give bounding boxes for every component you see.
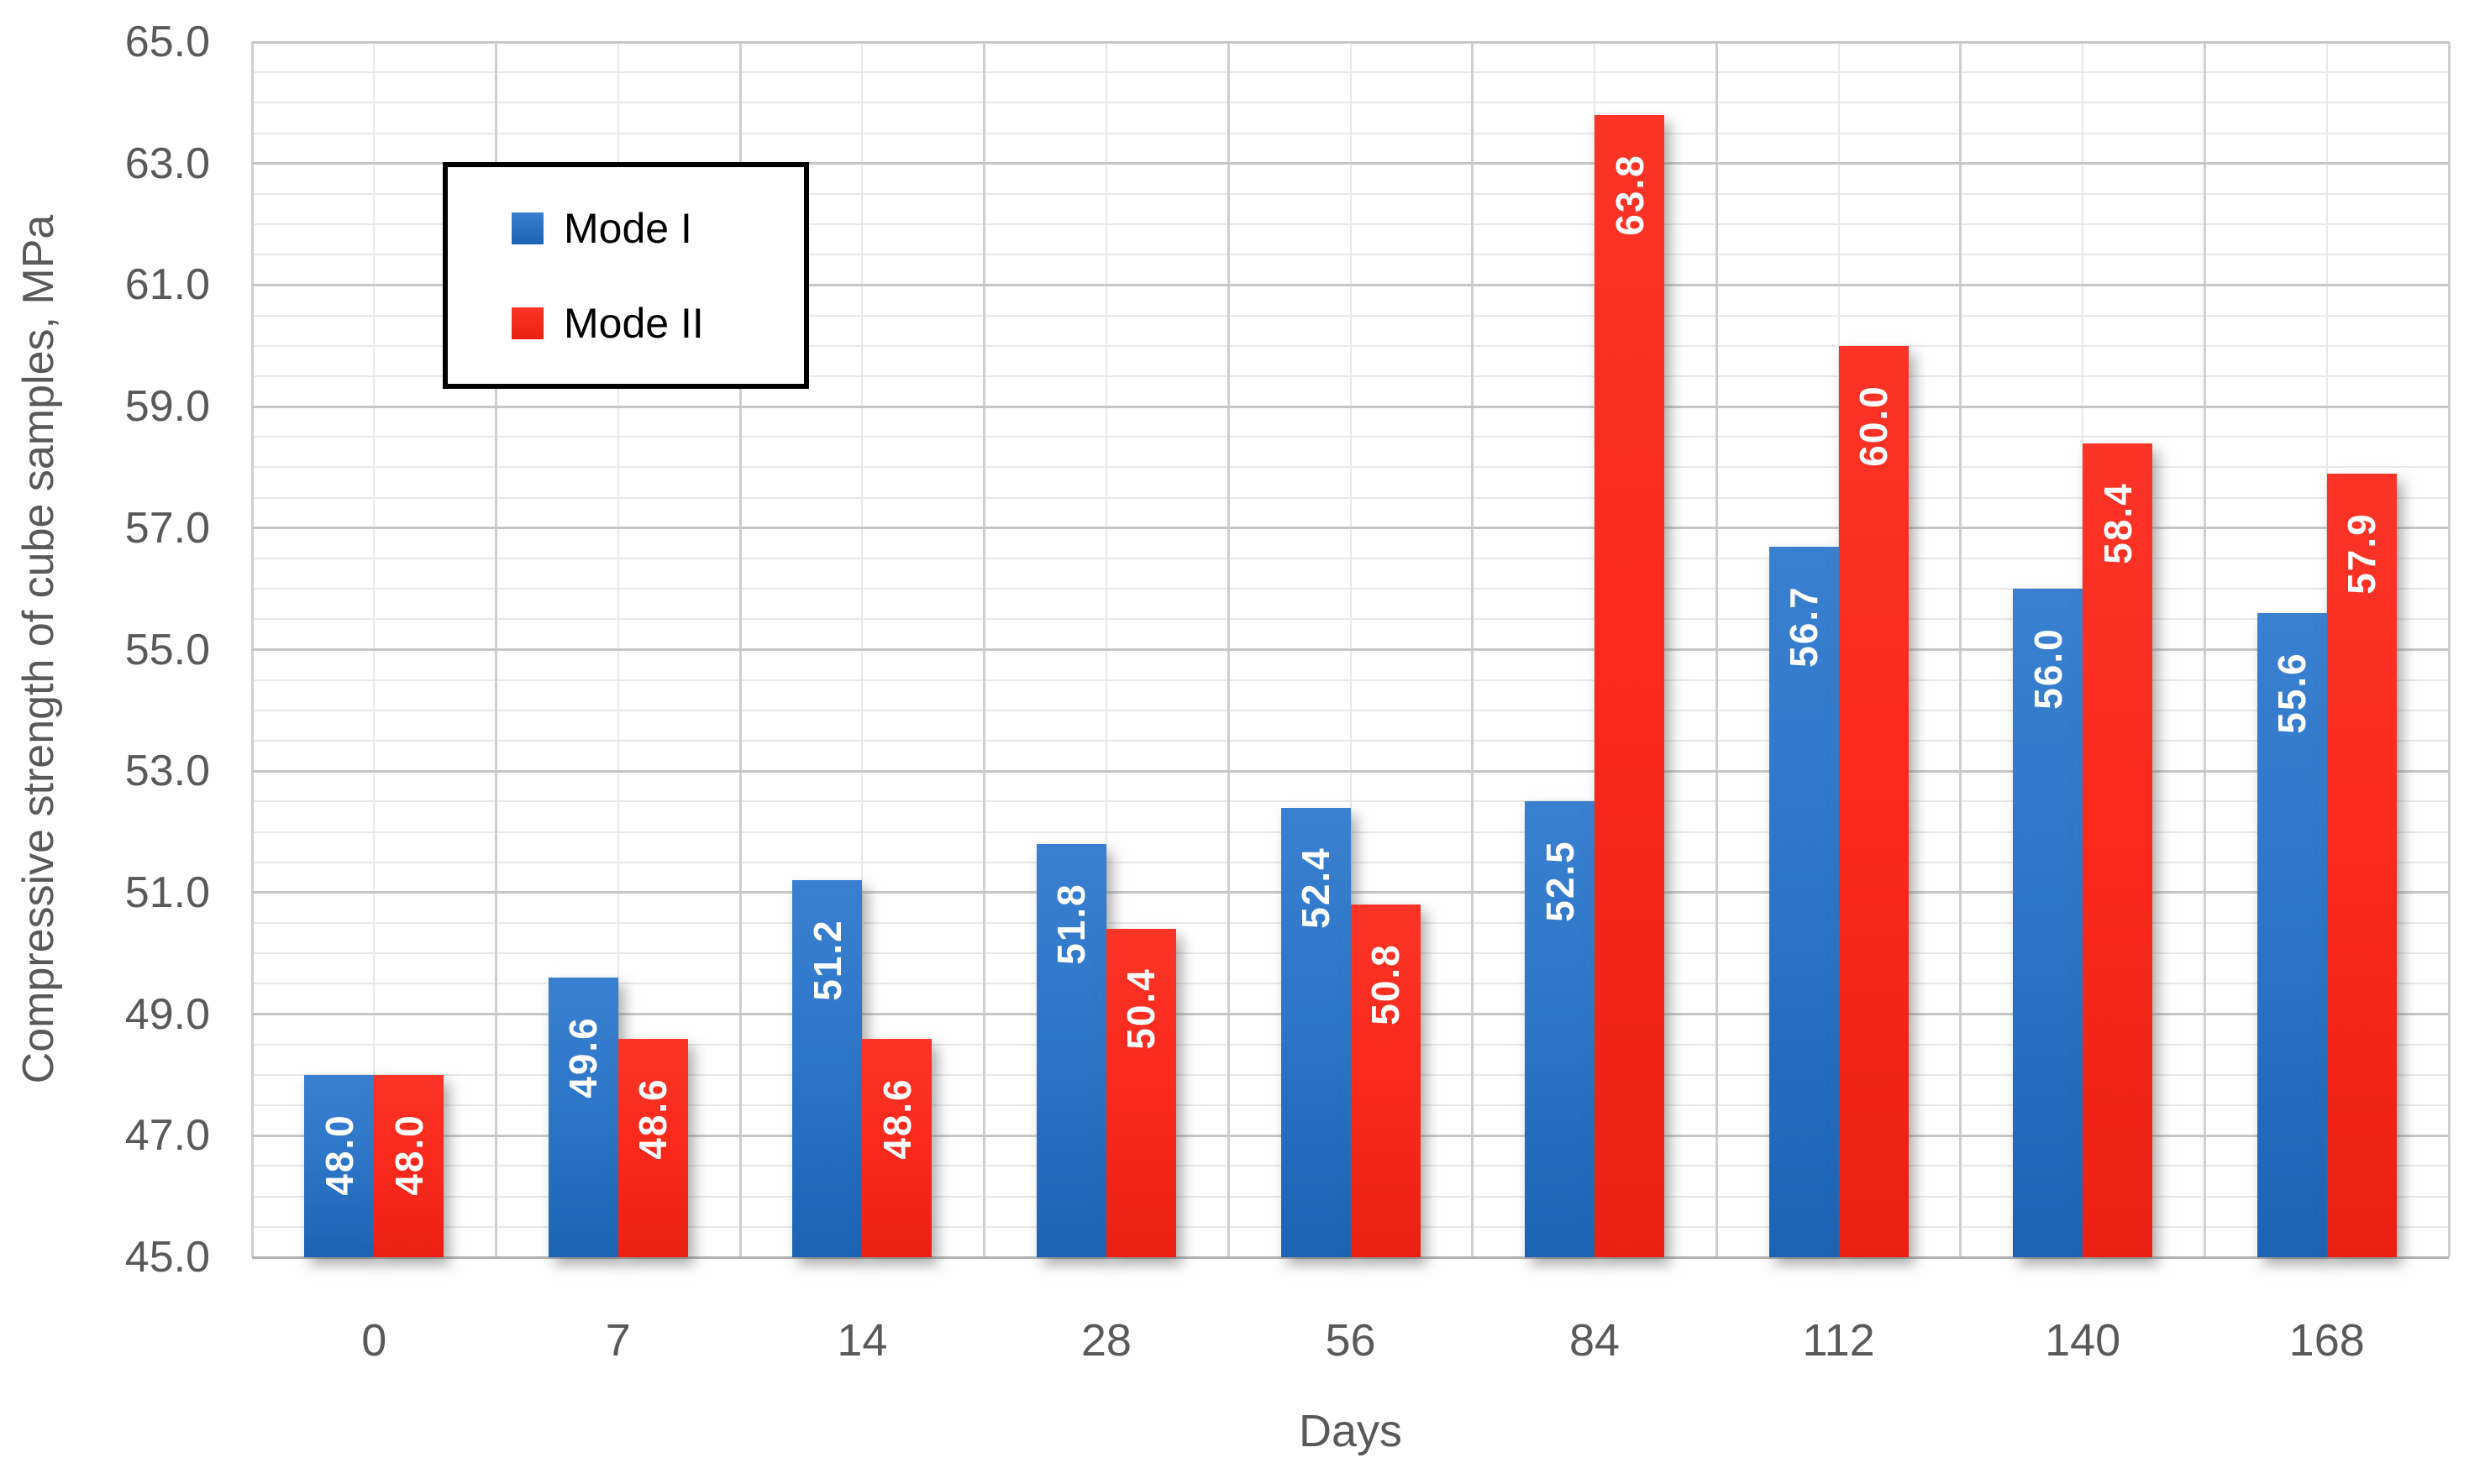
mode-1-swatch-icon (512, 212, 544, 244)
y-axis-tick-label: 55.0 (124, 625, 210, 674)
mode-1-bar (2013, 589, 2083, 1257)
major-gridline (252, 40, 2449, 44)
y-axis-tick-label: 63.0 (124, 139, 210, 188)
bar-data-label: 48.0 (386, 1114, 431, 1196)
mode-1-bar (304, 1074, 375, 1257)
bar-data-label: 51.2 (805, 919, 849, 1002)
legend-entry-mode-1: Mode I (512, 204, 796, 253)
mode-2-bar (1350, 905, 1421, 1257)
mode-2-bar (374, 1074, 444, 1257)
x-axis-tick-label: 56 (1325, 1315, 1376, 1366)
major-gridline (252, 405, 2449, 408)
legend-label-mode-2: Mode II (564, 299, 704, 347)
legend: Mode I Mode II (443, 162, 809, 389)
bar-data-label: 63.8 (1607, 154, 1652, 236)
bar-data-label: 48.6 (631, 1077, 675, 1160)
major-gridline (252, 162, 2449, 165)
mode-2-bar (2083, 443, 2153, 1257)
x-axis-tick-label: 84 (1569, 1315, 1621, 1366)
mode-1-bar (1280, 807, 1351, 1257)
legend-label-mode-1: Mode I (564, 204, 692, 252)
mode-1-bar (792, 880, 863, 1257)
mode-2-bar (1594, 114, 1665, 1257)
bar-data-label: 58.4 (2095, 481, 2140, 564)
bar-data-label: 50.8 (1363, 943, 1407, 1026)
major-gridline (252, 527, 2449, 530)
y-axis-tick-label: 53.0 (124, 747, 210, 796)
y-axis-tick-label: 49.0 (124, 989, 210, 1039)
x-axis-tick-label: 140 (2045, 1315, 2121, 1366)
mode-2-bar (617, 1038, 688, 1257)
bar-data-label: 56.7 (1782, 585, 1826, 668)
mode-1-bar (1768, 546, 1839, 1257)
x-axis-tick-label: 112 (1802, 1315, 1875, 1366)
bar-data-label: 56.0 (2025, 627, 2070, 710)
x-axis-tick-label: 14 (837, 1315, 888, 1366)
major-gridline (252, 283, 2449, 286)
mode-2-bar (1838, 345, 1909, 1257)
bar-data-label: 52.5 (1537, 840, 1582, 923)
bar-data-label: 48.6 (875, 1077, 919, 1160)
mode-2-bar (1106, 929, 1176, 1257)
major-gridline (252, 769, 2449, 773)
mode-2-swatch-icon (512, 307, 544, 339)
y-axis-tick-label: 57.0 (124, 503, 210, 553)
x-axis-tick-label: 28 (1080, 1315, 1132, 1366)
bar-data-label: 49.6 (561, 1016, 606, 1099)
mode-1-bar (548, 978, 618, 1257)
legend-entry-mode-2: Mode II (512, 299, 796, 348)
x-axis-tick-label: 168 (2288, 1315, 2365, 1366)
mode-1-bar (1036, 844, 1106, 1257)
bar-data-label: 60.0 (1852, 384, 1896, 467)
bar-data-label: 50.4 (1119, 967, 1164, 1051)
x-axis-line (252, 1256, 2449, 1259)
mode-2-bar (2326, 473, 2397, 1257)
bar-data-label: 48.0 (317, 1114, 361, 1196)
bar-data-label: 55.6 (2270, 652, 2314, 734)
y-axis-tick-label: 47.0 (124, 1111, 210, 1161)
y-axis-tick-label: 45.0 (124, 1233, 210, 1282)
y-axis-tick-label: 51.0 (124, 868, 210, 917)
major-gridline (2447, 42, 2451, 1257)
x-axis-title: Days (1298, 1406, 1403, 1456)
x-axis-tick-label: 0 (361, 1315, 387, 1366)
major-gridline (252, 648, 2449, 651)
x-axis-tick-label: 7 (605, 1315, 631, 1366)
bar-data-label: 57.9 (2340, 511, 2384, 595)
mode-2-bar (862, 1038, 933, 1257)
major-gridline (252, 891, 2449, 894)
bar-data-label: 51.8 (1049, 883, 1094, 965)
bar-data-label: 52.4 (1294, 846, 1337, 929)
y-axis-tick-label: 61.0 (124, 260, 210, 310)
mode-1-bar (2256, 613, 2327, 1257)
mode-1-bar (1525, 801, 1595, 1257)
y-axis-tick-label: 59.0 (124, 382, 210, 432)
y-axis-tick-label: 65.0 (124, 18, 210, 66)
